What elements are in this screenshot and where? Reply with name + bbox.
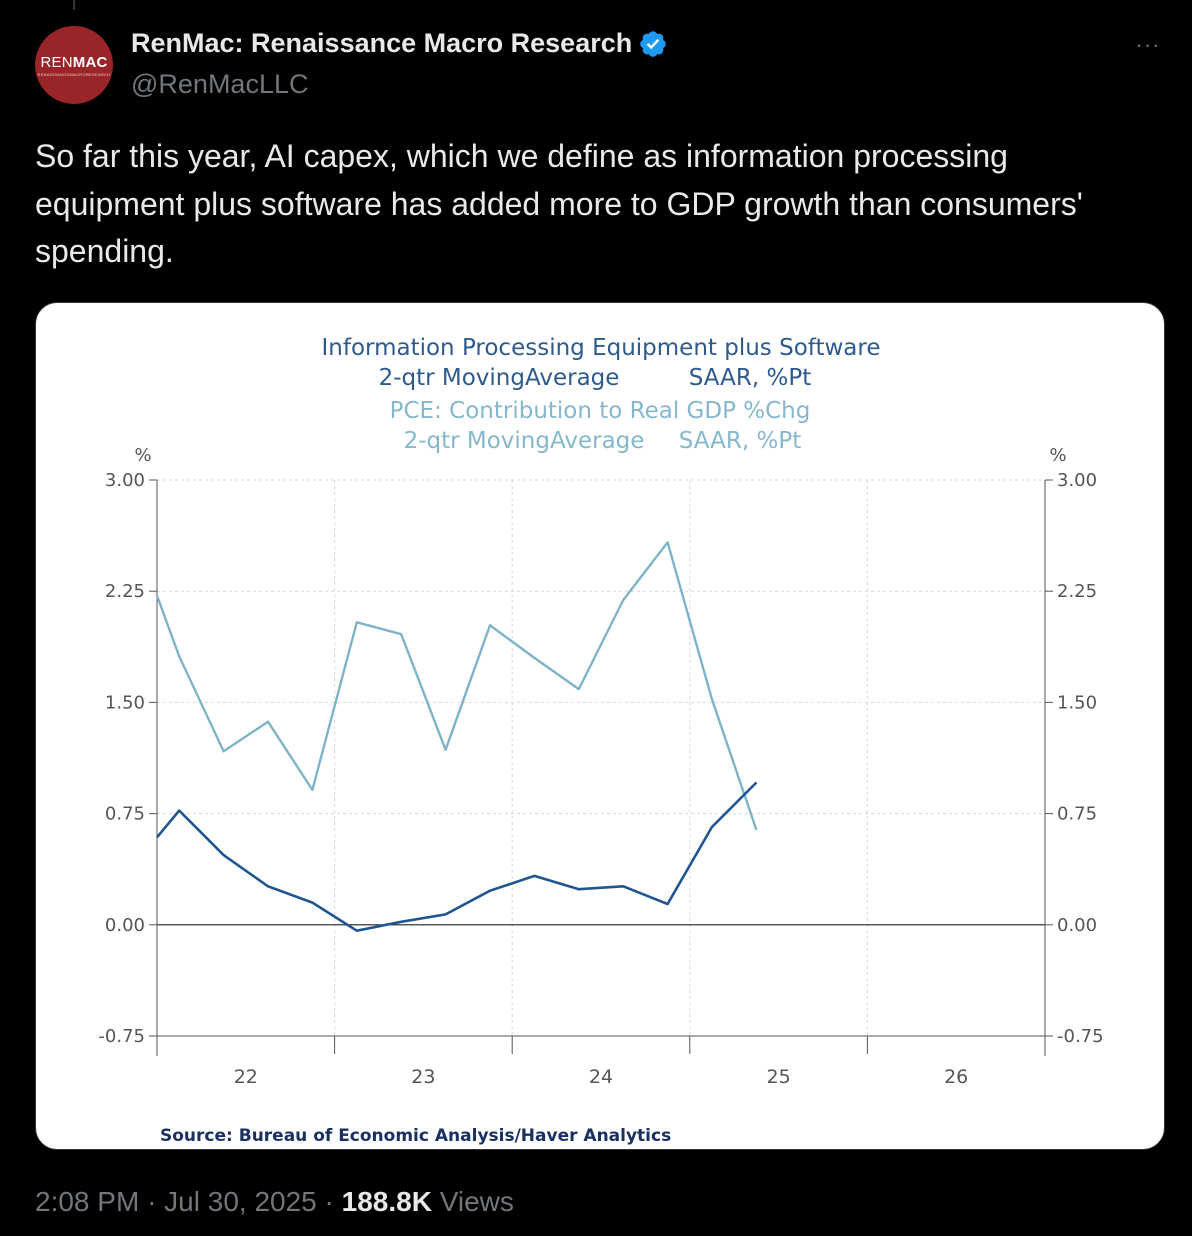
y-tick-label-right: 0.00 bbox=[1057, 915, 1097, 936]
y-unit-right: % bbox=[1049, 445, 1066, 466]
x-tick-label: 23 bbox=[411, 1066, 435, 1088]
chart-title-line-1: Information Processing Equipment plus So… bbox=[322, 335, 881, 361]
tweet-footer: 2:08 PM · Jul 30, 2025 · 188.8K Views bbox=[35, 1186, 514, 1218]
verified-badge-icon bbox=[640, 30, 667, 57]
chart-series bbox=[155, 541, 758, 933]
series-line-info-processing bbox=[156, 781, 758, 933]
x-tick-label: 22 bbox=[234, 1066, 258, 1088]
y-tick-label-left: 1.50 bbox=[105, 692, 145, 713]
y-unit-left: % bbox=[134, 445, 151, 466]
y-tick-label-left: 0.00 bbox=[105, 915, 145, 936]
chart-title-line-5: 2-qtr MovingAverage bbox=[404, 428, 645, 454]
y-tick-label-left: 0.75 bbox=[105, 804, 145, 825]
footer-separator-1: · bbox=[147, 1186, 157, 1217]
footer-separator-2: · bbox=[324, 1186, 334, 1217]
chart-grid bbox=[157, 479, 1045, 1037]
avatar-logo: RENMAC bbox=[40, 53, 108, 71]
tweet-media-chart[interactable]: 3.00 3.00 2.25 2.25 1.50 1.50 0.75 0.75 0.00 0.00… bbox=[35, 302, 1165, 1150]
chart-title-line-3: SAAR, %Pt bbox=[689, 365, 811, 391]
y-tick-label-right: 0.75 bbox=[1057, 804, 1097, 825]
avatar[interactable]: RENMAC RENAISSANCEMACRORESEARCH bbox=[35, 26, 113, 104]
author-name-text: RenMac: Renaissance Macro Research bbox=[131, 28, 633, 58]
chart-axes: 3.00 3.00 2.25 2.25 1.50 1.50 0.75 0.75 0.00 0.00… bbox=[98, 470, 1103, 1088]
x-tick-label: 26 bbox=[944, 1066, 968, 1088]
tweet-text: So far this year, AI capex, which we def… bbox=[35, 138, 1083, 269]
chart-title-block: Information Processing Equipment plus So… bbox=[322, 335, 881, 454]
author-display-name[interactable]: RenMac: Renaissance Macro Research bbox=[131, 28, 668, 59]
x-tick-label: 25 bbox=[767, 1066, 791, 1088]
chart-title-line-4: PCE: Contribution to Real GDP %Chg bbox=[390, 398, 811, 424]
tweet-date[interactable]: Jul 30, 2025 bbox=[164, 1186, 317, 1217]
y-tick-label-left: 3.00 bbox=[105, 470, 145, 491]
views-label: Views bbox=[439, 1186, 514, 1217]
y-tick-label-left: -0.75 bbox=[98, 1026, 145, 1047]
series-line-pce bbox=[155, 541, 758, 831]
y-tick-label-right: 1.50 bbox=[1057, 692, 1097, 713]
chart-title-line-2: 2-qtr MovingAverage bbox=[379, 365, 620, 391]
y-tick-label-left: 2.25 bbox=[105, 581, 145, 602]
y-tick-label-right: 2.25 bbox=[1057, 581, 1097, 602]
avatar-subtext: RENAISSANCEMACRORESEARCH bbox=[37, 71, 111, 77]
chart-source: Source: Bureau of Economic Analysis/Have… bbox=[160, 1126, 671, 1146]
views-count: 188.8K bbox=[341, 1186, 432, 1217]
y-tick-label-right: 3.00 bbox=[1057, 470, 1097, 491]
x-tick-label: 24 bbox=[589, 1066, 613, 1088]
tweet-time[interactable]: 2:08 PM bbox=[35, 1186, 140, 1217]
y-tick-label-right: -0.75 bbox=[1057, 1026, 1104, 1047]
chart-title-line-6: SAAR, %Pt bbox=[679, 428, 801, 454]
more-options-icon[interactable]: ··· bbox=[1135, 32, 1161, 57]
thread-connector bbox=[73, 0, 75, 10]
author-handle[interactable]: @RenMacLLC bbox=[131, 69, 309, 99]
line-chart: 3.00 3.00 2.25 2.25 1.50 1.50 0.75 0.75 0.00 0.00… bbox=[98, 335, 1103, 1146]
